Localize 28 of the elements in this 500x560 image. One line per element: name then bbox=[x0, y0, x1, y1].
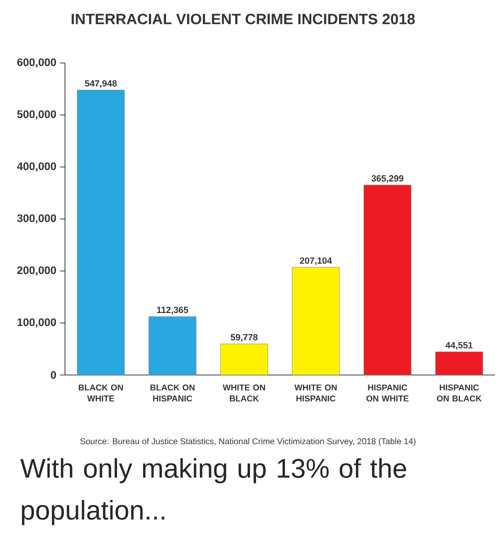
y-tick-label: 100,000 bbox=[18, 318, 56, 328]
data-label: 59,778 bbox=[230, 334, 258, 342]
y-tick-label: 600,000 bbox=[17, 58, 56, 68]
x-tick-label: WHITE ON BLACK bbox=[222, 384, 265, 402]
data-label: 207,104 bbox=[300, 257, 332, 266]
bar bbox=[220, 344, 268, 376]
x-tick-label: BLACK ON HISPANIC bbox=[150, 384, 195, 402]
text: With only making up 13% of the population... bbox=[20, 458, 406, 526]
x-tick-label: HISPANIC ON WHITE bbox=[366, 384, 409, 402]
bar bbox=[148, 316, 196, 376]
y-tick-label: 500,000 bbox=[17, 110, 56, 120]
chart-title: INTERRACIAL VIOLENT CRIME INCIDENTS 2018 bbox=[72, 14, 415, 24]
x-tick-label: BLACK ON WHITE bbox=[78, 384, 123, 402]
x-tick-label: HISPANIC ON BLACK bbox=[436, 384, 482, 402]
y-tick-label: 300,000 bbox=[17, 214, 56, 224]
bar bbox=[292, 267, 340, 376]
data-label: 547,948 bbox=[84, 80, 117, 88]
bar bbox=[76, 90, 125, 376]
data-label: 112,365 bbox=[157, 306, 188, 314]
y-tick-label: 0 bbox=[50, 371, 56, 379]
y-tick-label: 400,000 bbox=[17, 162, 56, 172]
data-label: 44,551 bbox=[446, 342, 473, 350]
bar bbox=[364, 184, 412, 376]
x-tick-label: WHITE ON HISPANIC bbox=[294, 384, 337, 402]
bar bbox=[435, 352, 484, 376]
data-label: 365,299 bbox=[371, 175, 404, 183]
y-tick-label: 200,000 bbox=[17, 266, 56, 276]
source-note: Source: Bureau of Justice Statistics, National Crime Victimization Survey, 2018 (Table 14) bbox=[80, 438, 416, 446]
